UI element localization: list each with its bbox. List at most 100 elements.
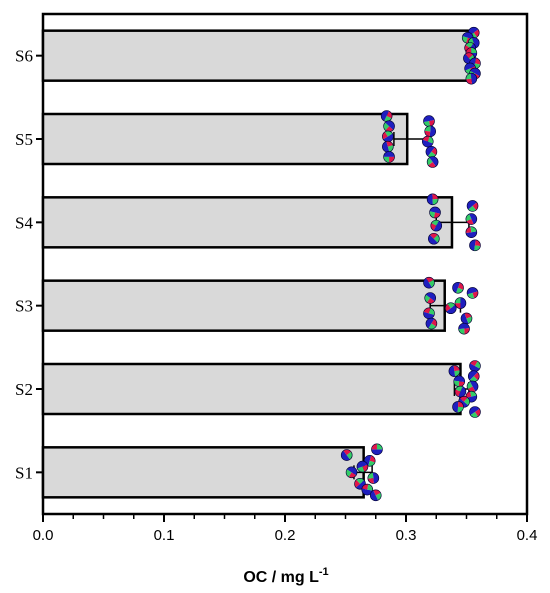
data-point-outline xyxy=(458,322,470,335)
data-point-sector xyxy=(470,360,478,366)
data-point-sector xyxy=(426,277,434,283)
data-point-sector xyxy=(469,239,476,251)
data-point-sector xyxy=(474,245,481,251)
y-tick-label-s1: S1 xyxy=(15,463,33,482)
data-point-sector xyxy=(431,318,437,327)
data-point-sector xyxy=(428,323,437,330)
data-point-sector xyxy=(474,408,481,417)
data-point-sector xyxy=(470,412,479,418)
data-point xyxy=(460,312,473,325)
data-point-sector xyxy=(446,304,457,314)
data-point-sector xyxy=(445,303,451,312)
data-point-sector xyxy=(370,490,379,501)
data-point xyxy=(458,322,470,335)
data-point-sector xyxy=(464,397,470,406)
data-point-sector xyxy=(467,381,473,390)
axes-layer xyxy=(41,12,529,516)
data-point-sector xyxy=(382,141,390,153)
x-tick-label: 0.3 xyxy=(396,527,417,544)
y-tick-label-s3: S3 xyxy=(15,297,33,316)
data-point-sector xyxy=(465,42,474,48)
data-point xyxy=(369,489,382,502)
data-point-outline xyxy=(424,292,437,304)
data-point-sector xyxy=(423,278,432,289)
data-point-sector xyxy=(361,484,369,490)
data-point-sector xyxy=(465,47,472,54)
data-point-sector xyxy=(467,386,476,392)
data-point-sector xyxy=(361,488,373,496)
data-point-sector xyxy=(447,302,456,309)
data-point xyxy=(426,156,439,168)
data-point-sector xyxy=(454,370,460,377)
data-point-sector xyxy=(457,406,464,413)
data-point-outline xyxy=(448,365,461,377)
bar-s6 xyxy=(41,29,474,82)
data-point-sector xyxy=(459,396,468,402)
data-point xyxy=(454,385,467,398)
data-point xyxy=(423,115,435,127)
plot-frame xyxy=(41,12,529,516)
data-point xyxy=(469,360,481,372)
data-point-outline xyxy=(454,385,467,398)
data-point xyxy=(429,206,441,219)
data-point-outline xyxy=(367,472,380,484)
data-point-sector xyxy=(384,120,395,130)
data-point-sector xyxy=(428,162,436,168)
ticks-layer: 0.0 0.1 0.2 0.3 0.4 S1 S2 S3 S4 S5 S6 xyxy=(15,47,537,544)
data-point-sector xyxy=(469,376,478,382)
data-point xyxy=(382,130,394,143)
data-point-outline xyxy=(428,232,440,245)
data-point xyxy=(469,406,481,418)
data-point-outline xyxy=(452,281,464,294)
bar-s3 xyxy=(41,279,446,332)
x-tick-label: 0.1 xyxy=(154,527,175,544)
data-point-sector xyxy=(460,297,466,309)
data-point-sector xyxy=(462,32,474,40)
data-point-sector xyxy=(470,226,477,233)
data-point-outline xyxy=(421,135,434,148)
data-point-sector xyxy=(465,391,472,398)
data-point xyxy=(380,110,393,122)
data-point-sector xyxy=(431,220,439,226)
data-point xyxy=(452,401,464,413)
data-point-sector xyxy=(429,206,441,214)
data-point-sector xyxy=(424,125,431,132)
data-point xyxy=(424,292,437,304)
data-point xyxy=(421,135,434,148)
data-point-sector xyxy=(453,375,465,383)
bar-s2 xyxy=(41,362,462,416)
data-point-sector xyxy=(468,370,478,381)
data-point-outline xyxy=(430,219,443,232)
data-point-outline xyxy=(465,72,478,85)
data-point-sector xyxy=(454,297,461,304)
data-point-sector xyxy=(422,139,433,148)
data-point xyxy=(345,466,358,479)
data-point-outline xyxy=(423,276,435,289)
y-tick-label-s5: S5 xyxy=(15,130,33,149)
data-point xyxy=(465,72,478,85)
y-tick-label-s6: S6 xyxy=(15,47,33,66)
data-point xyxy=(361,483,374,496)
data-point xyxy=(383,151,395,163)
data-point-sector xyxy=(424,294,431,303)
data-point-sector xyxy=(467,287,478,295)
data-point xyxy=(425,317,438,330)
data-point xyxy=(453,375,466,388)
data-point-sector xyxy=(464,328,470,335)
data-point xyxy=(424,125,437,138)
data-point-sector xyxy=(432,193,439,200)
data-point-outline xyxy=(465,226,478,238)
data-point-sector xyxy=(384,130,393,137)
data-point-outline xyxy=(371,443,383,456)
data-point-sector xyxy=(385,126,394,132)
data-point-sector xyxy=(458,328,465,335)
data-point-sector xyxy=(452,401,459,413)
data-point-sector xyxy=(375,492,382,501)
y-tick-label-s2: S2 xyxy=(15,380,33,399)
data-point xyxy=(340,449,353,461)
data-point-sector xyxy=(356,478,365,484)
data-point-outline xyxy=(469,239,481,252)
data-point-sector xyxy=(346,451,353,460)
data-point xyxy=(371,443,383,456)
data-point-sector xyxy=(430,222,437,231)
